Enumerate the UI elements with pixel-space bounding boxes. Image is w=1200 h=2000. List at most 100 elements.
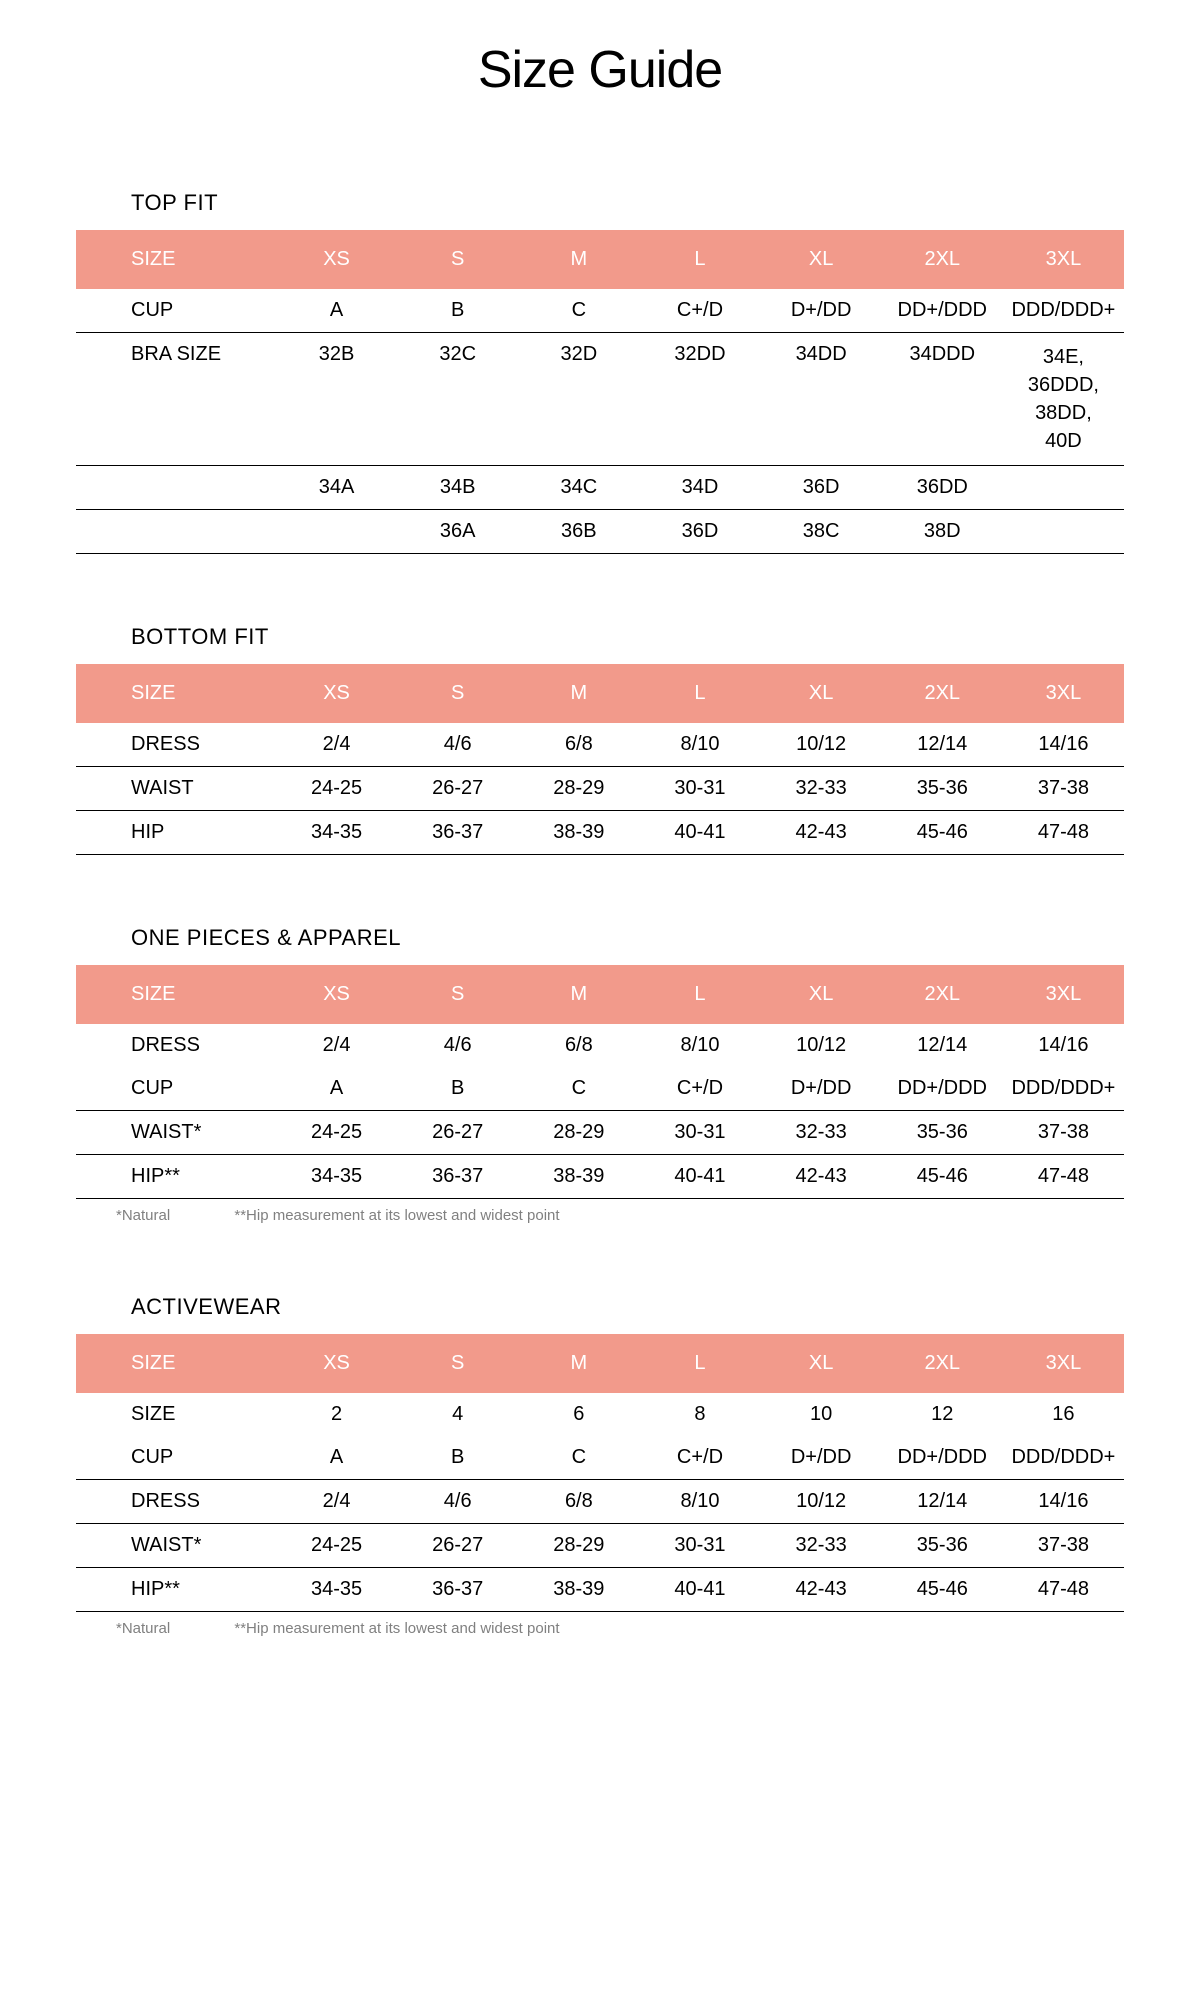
cell: 32-33: [761, 1111, 882, 1155]
cell: D+/DD: [761, 1436, 882, 1480]
table-row: CUPABCC+/DD+/DDDD+/DDDDDD/DDD+: [76, 289, 1124, 333]
table-row: HIP**34-3536-3738-3940-4142-4345-4647-48: [76, 1155, 1124, 1199]
section-title-top-fit: TOP FIT: [131, 190, 1124, 216]
cell: C+/D: [639, 1067, 760, 1111]
col-size-label: SIZE: [76, 664, 276, 723]
cell: 36-37: [397, 1155, 518, 1199]
cell: 36-37: [397, 811, 518, 855]
table-row: 34A34B34C34D36D36DD: [76, 466, 1124, 510]
col-xs: XS: [276, 965, 397, 1024]
col-m: M: [518, 230, 639, 289]
cell: [276, 510, 397, 554]
cell: 12/14: [882, 1024, 1003, 1067]
table-row: BRA SIZE32B32C32D32DD34DD34DDD34E,36DDD,…: [76, 333, 1124, 466]
cell: 6: [518, 1393, 639, 1436]
cell: 8: [639, 1393, 760, 1436]
cell: [1003, 466, 1124, 510]
row-label: [76, 466, 276, 510]
cell: 34D: [639, 466, 760, 510]
cell: 32-33: [761, 1524, 882, 1568]
cell: 38-39: [518, 1568, 639, 1612]
cell: C: [518, 1436, 639, 1480]
cell: 2: [276, 1393, 397, 1436]
cell: 6/8: [518, 1480, 639, 1524]
table-bottom-fit: SIZE XS S M L XL 2XL 3XL DRESS2/44/66/88…: [76, 664, 1124, 855]
cell: DDD/DDD+: [1003, 1067, 1124, 1111]
cell: 26-27: [397, 1524, 518, 1568]
col-2xl: 2XL: [882, 230, 1003, 289]
cell: 38-39: [518, 1155, 639, 1199]
cell: 26-27: [397, 1111, 518, 1155]
col-3xl: 3XL: [1003, 1334, 1124, 1393]
cell: C+/D: [639, 289, 760, 333]
cell: 47-48: [1003, 1155, 1124, 1199]
table-header-row: SIZE XS S M L XL 2XL 3XL: [76, 230, 1124, 289]
cell: 4/6: [397, 1024, 518, 1067]
cell: 16: [1003, 1393, 1124, 1436]
cell: 37-38: [1003, 1524, 1124, 1568]
cell: 34DDD: [882, 333, 1003, 466]
col-s: S: [397, 230, 518, 289]
cell: B: [397, 1436, 518, 1480]
cell: 6/8: [518, 723, 639, 767]
row-label: BRA SIZE: [76, 333, 276, 466]
section-activewear: ACTIVEWEAR SIZE XS S M L XL 2XL 3XL SIZE…: [76, 1294, 1124, 1637]
table-top-fit: SIZE XS S M L XL 2XL 3XL CUPABCC+/DD+/DD…: [76, 230, 1124, 554]
col-l: L: [639, 664, 760, 723]
row-label: CUP: [76, 1067, 276, 1111]
row-label: WAIST*: [76, 1524, 276, 1568]
cell: 4/6: [397, 1480, 518, 1524]
cell: 14/16: [1003, 723, 1124, 767]
cell: B: [397, 289, 518, 333]
row-label: CUP: [76, 1436, 276, 1480]
table-row: HIP34-3536-3738-3940-4142-4345-4647-48: [76, 811, 1124, 855]
table-row: WAIST*24-2526-2728-2930-3132-3335-3637-3…: [76, 1524, 1124, 1568]
cell: 14/16: [1003, 1480, 1124, 1524]
footnote-hip: **Hip measurement at its lowest and wide…: [234, 1207, 559, 1224]
cell: 2/4: [276, 1024, 397, 1067]
cell: 30-31: [639, 767, 760, 811]
cell: 24-25: [276, 767, 397, 811]
cell: A: [276, 1067, 397, 1111]
col-xl: XL: [761, 965, 882, 1024]
cell: 36B: [518, 510, 639, 554]
col-2xl: 2XL: [882, 1334, 1003, 1393]
cell: 32D: [518, 333, 639, 466]
cell: 34-35: [276, 1155, 397, 1199]
cell: 36-37: [397, 1568, 518, 1612]
cell: A: [276, 289, 397, 333]
cell: 34-35: [276, 811, 397, 855]
cell: 42-43: [761, 1155, 882, 1199]
row-label: DRESS: [76, 1480, 276, 1524]
table-row: 36A36B36D38C38D: [76, 510, 1124, 554]
col-3xl: 3XL: [1003, 664, 1124, 723]
table-row: WAIST*24-2526-2728-2930-3132-3335-3637-3…: [76, 1111, 1124, 1155]
cell: 26-27: [397, 767, 518, 811]
col-l: L: [639, 965, 760, 1024]
cell: 30-31: [639, 1111, 760, 1155]
col-xs: XS: [276, 664, 397, 723]
footnote-natural: *Natural: [116, 1620, 170, 1637]
cell: 12/14: [882, 723, 1003, 767]
cell: 32-33: [761, 767, 882, 811]
cell: 45-46: [882, 1155, 1003, 1199]
table-row: DRESS2/44/66/88/1010/1212/1414/16: [76, 1480, 1124, 1524]
col-xl: XL: [761, 1334, 882, 1393]
col-s: S: [397, 1334, 518, 1393]
row-label: WAIST: [76, 767, 276, 811]
table-header-row: SIZE XS S M L XL 2XL 3XL: [76, 1334, 1124, 1393]
cell: 32DD: [639, 333, 760, 466]
table-activewear: SIZE XS S M L XL 2XL 3XL SIZE2468101216C…: [76, 1334, 1124, 1612]
footnote-activewear: *Natural **Hip measurement at its lowest…: [116, 1620, 1124, 1637]
cell: D+/DD: [761, 1067, 882, 1111]
col-2xl: 2XL: [882, 664, 1003, 723]
cell: [1003, 510, 1124, 554]
col-s: S: [397, 965, 518, 1024]
cell: 35-36: [882, 1524, 1003, 1568]
cell: 28-29: [518, 767, 639, 811]
cell: 4: [397, 1393, 518, 1436]
col-xs: XS: [276, 230, 397, 289]
table-row: HIP**34-3536-3738-3940-4142-4345-4647-48: [76, 1568, 1124, 1612]
col-l: L: [639, 230, 760, 289]
cell: 12/14: [882, 1480, 1003, 1524]
